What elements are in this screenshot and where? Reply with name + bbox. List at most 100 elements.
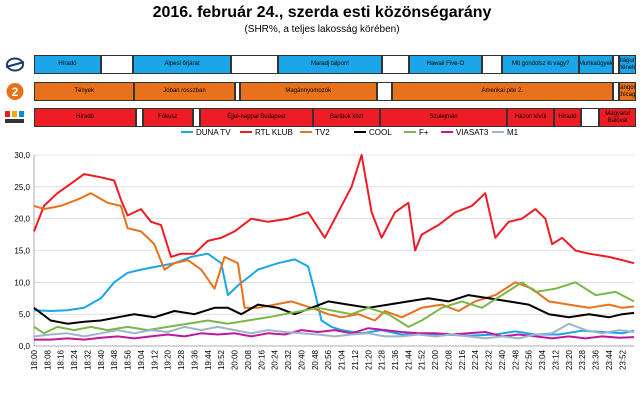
x-tick-label: 19:52 — [217, 349, 226, 370]
x-tick-label: 23:12 — [551, 349, 560, 370]
program-block — [381, 55, 409, 74]
x-tick-label: 21:04 — [338, 349, 347, 370]
series-line-m1 — [33, 322, 635, 340]
program-block: Fókusz — [142, 108, 193, 127]
x-tick-label: 20:56 — [324, 349, 333, 370]
x-tick-label: 22:16 — [458, 349, 467, 370]
program-block: Mit gondolsz ki vagy? — [502, 55, 580, 74]
x-tick-label: 23:28 — [578, 349, 587, 370]
x-tick-label: 22:40 — [498, 349, 507, 370]
program-block — [231, 55, 279, 74]
lane-rtl-klub: Híradó Fókusz Éjjel-nappal Budapest Barátok… — [34, 108, 636, 127]
x-tick-label: 18:32 — [83, 349, 92, 370]
series-lines — [33, 154, 635, 341]
program-block: Lángoló Chicago — [619, 82, 636, 101]
tv2-logo: 2 — [4, 82, 26, 101]
program-block: Híradó — [34, 55, 101, 74]
series-line-cool — [33, 294, 635, 325]
legend-label: F+ — [419, 128, 429, 137]
chart-subtitle: (SHR%, a teljes lakosság körében) — [244, 24, 400, 35]
legend-label: COOL — [369, 128, 392, 137]
x-tick-label: 22:24 — [471, 349, 480, 370]
x-tick-label: 18:24 — [70, 349, 79, 370]
x-tick-label: 18:08 — [43, 349, 52, 370]
program-block: Munkaügyek — [579, 55, 613, 74]
x-tick-label: 23:20 — [565, 349, 574, 370]
duna-logo — [4, 55, 26, 74]
legend-label: M1 — [507, 128, 519, 137]
lane-tv2: Tények Jóban rosszban Magánnyomozók Amerika… — [34, 82, 636, 101]
x-tick-label: 18:48 — [110, 349, 119, 370]
x-tick-label: 23:36 — [592, 349, 601, 370]
x-tick-label: 21:20 — [364, 349, 373, 370]
x-axis-ticks: 18:00 18:08 18:16 18:24 18:32 18:40 18:48 18:56… — [30, 349, 627, 370]
y-tick-label: 25,0 — [14, 183, 30, 192]
program-block: Híradó — [554, 108, 581, 127]
x-tick-label: 19:36 — [190, 349, 199, 370]
program-block — [136, 108, 143, 127]
lane-duna-tv: Híradó Alpesi őrjárat Maradj talpon! Hawaii… — [34, 55, 636, 74]
series-line-rtl-klub — [33, 154, 635, 265]
x-tick-label: 20:16 — [257, 349, 266, 370]
x-tick-label: 22:56 — [525, 349, 534, 370]
program-block: Magyarul Balóval — [599, 108, 636, 127]
x-tick-label: 19:20 — [164, 349, 173, 370]
x-tick-label: 22:08 — [444, 349, 453, 370]
x-tick-label: 18:40 — [97, 349, 106, 370]
program-block — [192, 108, 200, 127]
x-tick-label: 22:00 — [431, 349, 440, 370]
legend-label: DUNA TV — [196, 128, 231, 137]
x-tick-label: 21:36 — [391, 349, 400, 370]
series-line-f- — [33, 281, 635, 335]
program-block — [100, 55, 133, 74]
program-block — [612, 55, 620, 74]
program-block: Hawaii Five-O — [408, 55, 483, 74]
program-block: Éjjel-nappal Budapest — [199, 108, 314, 127]
program-block: Barátok közt — [313, 108, 381, 127]
grid — [33, 154, 634, 347]
program-block — [612, 82, 620, 101]
y-tick-label: 30,0 — [14, 151, 30, 160]
x-tick-label: 20:24 — [271, 349, 280, 370]
y-tick-label: 10,0 — [14, 278, 30, 287]
x-tick-label: 20:32 — [284, 349, 293, 370]
x-tick-label: 18:00 — [30, 349, 39, 370]
legend-label: VIASAT3 — [456, 128, 489, 137]
x-tick-label: 21:28 — [378, 349, 387, 370]
program-block — [580, 108, 600, 127]
svg-text:2: 2 — [12, 85, 19, 99]
program-block — [376, 82, 392, 101]
program-block: Híradó — [34, 108, 136, 127]
x-tick-label: 21:44 — [404, 349, 413, 370]
x-tick-label: 19:04 — [137, 349, 146, 370]
line-chart: DUNA TV RTL KLUB TV2 COOL F+ VIASAT3 M1 0,0 5,0… — [14, 128, 635, 370]
x-tick-label: 21:52 — [418, 349, 427, 370]
program-block — [234, 82, 240, 101]
x-tick-label: 22:32 — [485, 349, 494, 370]
x-tick-label: 20:00 — [231, 349, 240, 370]
y-tick-label: 20,0 — [14, 215, 30, 224]
program-block: Világunk történelme — [619, 55, 636, 74]
y-tick-label: 0,0 — [19, 342, 31, 351]
x-tick-label: 18:56 — [124, 349, 133, 370]
program-block: Tények — [34, 82, 135, 101]
legend-label: RTL KLUB — [255, 128, 293, 137]
series-line-viasat3 — [34, 327, 635, 341]
y-tick-label: 15,0 — [14, 247, 30, 256]
x-tick-label: 23:52 — [618, 349, 627, 370]
legend: DUNA TV RTL KLUB TV2 COOL F+ VIASAT3 M1 — [181, 128, 519, 137]
x-tick-label: 19:28 — [177, 349, 186, 370]
x-tick-label: 20:40 — [297, 349, 306, 370]
x-tick-label: 23:44 — [605, 349, 614, 370]
program-block: Jóban rosszban — [134, 82, 235, 101]
x-tick-label: 21:12 — [351, 349, 360, 370]
x-tick-label: 20:48 — [311, 349, 320, 370]
x-tick-label: 18:16 — [57, 349, 66, 370]
program-block: Maradj talpon! — [278, 55, 382, 74]
program-block: Szulejmán — [380, 108, 508, 127]
program-block — [482, 55, 503, 74]
x-tick-label: 20:08 — [244, 349, 253, 370]
x-tick-label: 22:48 — [511, 349, 520, 370]
program-block: Magánnyomozók — [239, 82, 377, 101]
x-tick-label: 23:04 — [538, 349, 547, 370]
